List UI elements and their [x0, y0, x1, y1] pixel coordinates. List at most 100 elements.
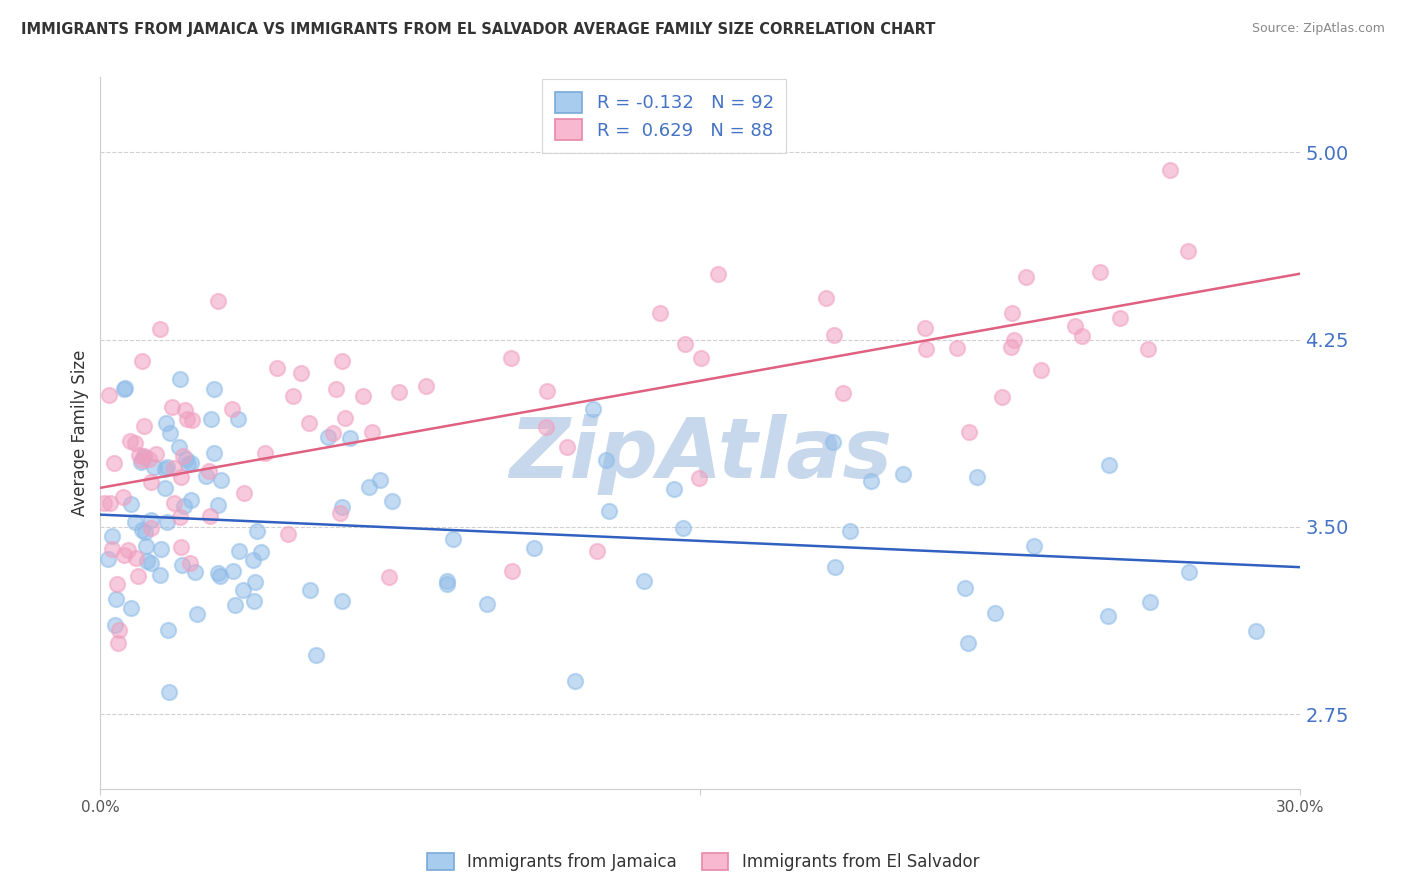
- Point: [108, 623, 131, 637]
- Point: [1108, 311, 1130, 326]
- Point: [1000, 340, 1022, 354]
- Point: [378, 570, 401, 584]
- Point: [105, 577, 128, 591]
- Point: [839, 524, 862, 538]
- Point: [232, 583, 254, 598]
- Point: [156, 516, 179, 530]
- Point: [595, 453, 617, 467]
- Point: [1001, 306, 1024, 320]
- Point: [330, 500, 353, 515]
- Point: [172, 449, 194, 463]
- Point: [107, 635, 129, 649]
- Point: [132, 450, 155, 465]
- Point: [163, 496, 186, 510]
- Point: [222, 564, 245, 578]
- Legend: Immigrants from Jamaica, Immigrants from El Salvador: Immigrants from Jamaica, Immigrants from…: [419, 845, 987, 880]
- Point: [536, 384, 558, 398]
- Point: [97, 552, 120, 566]
- Point: [207, 566, 229, 580]
- Point: [209, 473, 232, 487]
- Point: [132, 418, 155, 433]
- Point: [688, 471, 710, 485]
- Point: [673, 336, 696, 351]
- Point: [299, 582, 322, 597]
- Point: [357, 480, 380, 494]
- Point: [475, 598, 498, 612]
- Point: [169, 371, 191, 385]
- Point: [335, 410, 357, 425]
- Point: [984, 607, 1007, 621]
- Point: [339, 431, 361, 445]
- Point: [138, 451, 160, 466]
- Point: [197, 464, 219, 478]
- Point: [145, 447, 167, 461]
- Point: [114, 381, 136, 395]
- Point: [153, 462, 176, 476]
- Point: [824, 559, 846, 574]
- Point: [1097, 609, 1119, 624]
- Point: [139, 556, 162, 570]
- Point: [1177, 565, 1199, 579]
- Point: [202, 382, 225, 396]
- Point: [131, 452, 153, 467]
- Point: [436, 577, 458, 591]
- Point: [914, 342, 936, 356]
- Point: [305, 648, 328, 662]
- Point: [1244, 624, 1267, 639]
- Point: [1064, 318, 1087, 333]
- Point: [953, 581, 976, 595]
- Point: [381, 494, 404, 508]
- Text: Source: ZipAtlas.com: Source: ZipAtlas.com: [1251, 22, 1385, 36]
- Point: [131, 524, 153, 538]
- Point: [815, 291, 838, 305]
- Point: [253, 446, 276, 460]
- Point: [586, 543, 609, 558]
- Point: [1177, 244, 1199, 258]
- Point: [139, 513, 162, 527]
- Point: [174, 451, 197, 466]
- Point: [250, 544, 273, 558]
- Point: [523, 541, 546, 555]
- Point: [120, 434, 142, 449]
- Point: [360, 425, 382, 439]
- Point: [134, 525, 156, 540]
- Point: [1071, 329, 1094, 343]
- Point: [104, 592, 127, 607]
- Point: [290, 366, 312, 380]
- Point: [176, 411, 198, 425]
- Point: [170, 558, 193, 573]
- Point: [139, 475, 162, 489]
- Point: [957, 636, 980, 650]
- Point: [243, 574, 266, 589]
- Point: [277, 526, 299, 541]
- Point: [163, 461, 186, 475]
- Point: [120, 600, 142, 615]
- Legend: R = -0.132   N = 92, R =  0.629   N = 88: R = -0.132 N = 92, R = 0.629 N = 88: [543, 79, 786, 153]
- Point: [179, 556, 201, 570]
- Point: [141, 521, 163, 535]
- Point: [534, 419, 557, 434]
- Point: [162, 400, 184, 414]
- Point: [648, 306, 671, 320]
- Point: [555, 440, 578, 454]
- Point: [124, 435, 146, 450]
- Point: [221, 402, 243, 417]
- Point: [157, 684, 180, 698]
- Point: [104, 618, 127, 632]
- Point: [170, 540, 193, 554]
- Point: [153, 481, 176, 495]
- Point: [824, 328, 846, 343]
- Point: [436, 574, 458, 589]
- Point: [1137, 342, 1160, 356]
- Point: [134, 449, 156, 463]
- Point: [195, 468, 218, 483]
- Point: [129, 455, 152, 469]
- Point: [352, 389, 374, 403]
- Point: [184, 565, 207, 579]
- Point: [891, 467, 914, 482]
- Point: [177, 457, 200, 471]
- Point: [112, 490, 135, 504]
- Point: [186, 607, 208, 622]
- Point: [169, 510, 191, 524]
- Point: [316, 430, 339, 444]
